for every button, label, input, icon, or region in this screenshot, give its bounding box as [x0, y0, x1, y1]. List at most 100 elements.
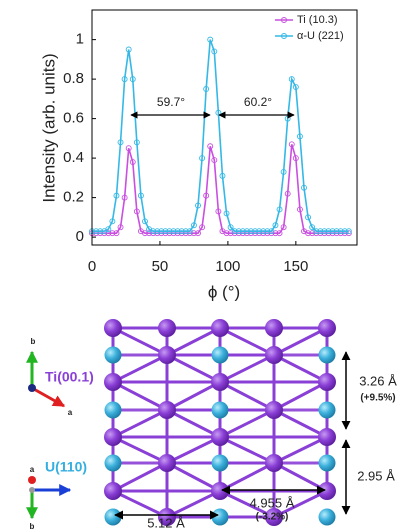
data-point: [329, 228, 336, 235]
axis-letter: a: [30, 465, 35, 474]
data-point: [256, 228, 263, 235]
ti-atom: [211, 482, 229, 500]
data-point: [292, 155, 299, 162]
ti-atom: [265, 319, 283, 337]
dimension: 2.95 Å: [357, 468, 395, 483]
data-point: [313, 228, 320, 235]
y-tick-label: 0: [76, 228, 84, 245]
data-point: [178, 228, 185, 235]
data-point: [186, 228, 193, 235]
data-point: [296, 133, 303, 140]
y-tick-label: 0.6: [63, 110, 84, 127]
ti-atom: [104, 373, 122, 391]
data-point: [117, 224, 124, 231]
bond: [273, 489, 328, 519]
data-point: [125, 46, 132, 53]
x-tick-label: 150: [283, 258, 308, 275]
ti-atom: [104, 428, 122, 446]
ti-atom: [158, 346, 176, 364]
data-point: [137, 192, 144, 199]
u-atom: [104, 508, 122, 526]
ti-atom: [318, 428, 336, 446]
data-point: [325, 228, 332, 235]
u-atom: [211, 508, 229, 526]
bond: [112, 380, 168, 412]
data-point: [223, 230, 230, 237]
data-point: [301, 184, 307, 191]
data-point: [243, 228, 250, 235]
data-point: [142, 218, 148, 225]
bond: [219, 489, 275, 519]
data-point: [292, 84, 299, 90]
bond: [273, 408, 328, 439]
ti-atom: [211, 428, 229, 446]
x-tick-label: 0: [88, 258, 96, 275]
data-point: [317, 228, 324, 235]
ti-atom: [265, 454, 283, 472]
ti-atom: [318, 482, 336, 500]
data-point: [305, 230, 312, 237]
data-point: [117, 139, 124, 146]
data-point: [113, 230, 120, 237]
ti-atom: [211, 373, 229, 391]
legend-label: α-U (221): [297, 30, 344, 42]
data-point: [97, 228, 104, 235]
data-point: [166, 228, 173, 235]
data-point: [133, 139, 140, 146]
data-point: [341, 228, 348, 235]
bond: [166, 435, 221, 465]
dimension: 5.12 Å: [147, 515, 185, 530]
legend-marker: [281, 33, 287, 39]
dimension: 4.955 Å: [250, 495, 295, 510]
u-atom: [318, 401, 336, 419]
data-point: [125, 145, 132, 152]
data-point: [276, 230, 283, 237]
u-atom: [318, 346, 336, 364]
data-point: [284, 190, 291, 197]
bond: [112, 435, 168, 465]
lattice: [104, 319, 336, 526]
bond: [219, 326, 275, 357]
bond: [273, 435, 328, 465]
data-point: [223, 210, 230, 217]
data-point: [268, 228, 275, 235]
annotation: 59.7°: [157, 95, 185, 109]
dimension-change: (+9.5%): [360, 393, 395, 404]
data-point: [142, 230, 148, 237]
bond: [112, 353, 168, 384]
data-point: [203, 86, 210, 92]
data-point: [231, 228, 238, 235]
data-point: [199, 224, 206, 231]
u-atom: [318, 508, 336, 526]
data-point: [235, 228, 242, 235]
data-point: [280, 168, 287, 175]
data-point: [264, 228, 271, 235]
bond: [166, 380, 221, 412]
axis-a-dot: [28, 476, 36, 484]
data-point: [345, 228, 352, 235]
data-point: [190, 222, 197, 229]
data-point: [333, 228, 340, 235]
data-point: [121, 76, 128, 83]
ti-atom: [158, 454, 176, 472]
axis-origin: [28, 384, 36, 392]
bond: [166, 326, 221, 357]
data-point: [195, 202, 201, 209]
dimension: 3.26 Å: [359, 373, 397, 388]
data-point: [162, 228, 169, 235]
data-point: [219, 172, 226, 179]
bond: [166, 408, 221, 439]
data-point: [195, 230, 201, 237]
data-point: [252, 228, 259, 235]
data-point: [239, 228, 246, 235]
data-point: [170, 228, 177, 235]
bond: [112, 408, 168, 439]
u-atom: [211, 346, 229, 364]
data-point: [296, 206, 303, 213]
data-point: [215, 208, 222, 215]
x-axis-label: ϕ (°): [208, 282, 240, 301]
axis-letter: a: [68, 408, 73, 417]
series-line: [92, 39, 349, 232]
ti-atom: [104, 319, 122, 337]
